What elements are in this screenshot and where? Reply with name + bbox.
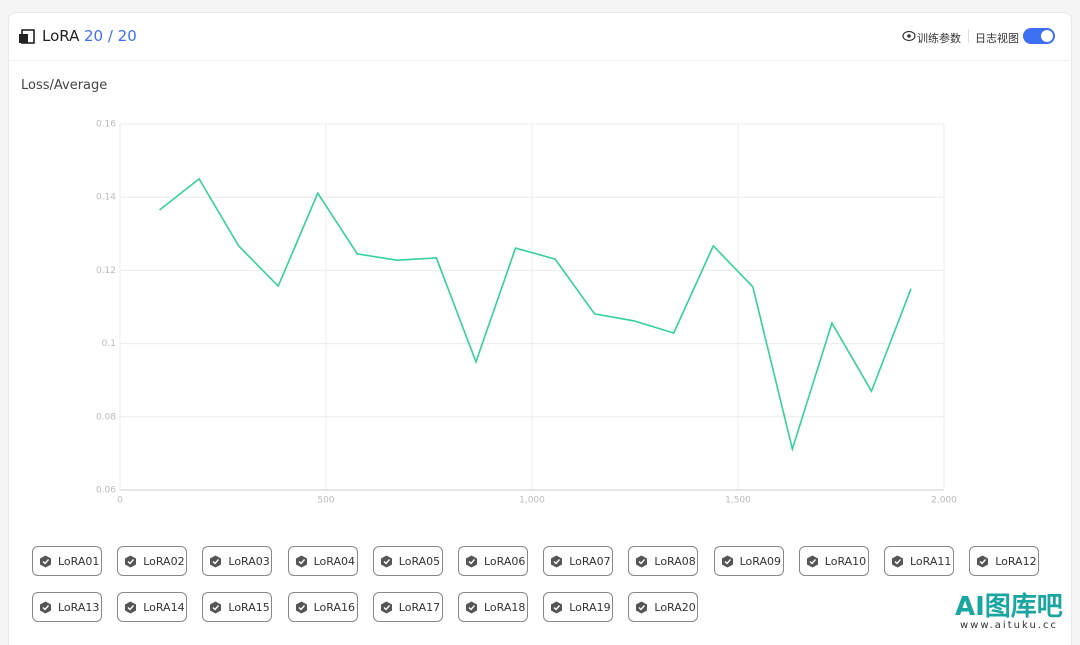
lora-chip[interactable]: LoRA17	[372, 592, 443, 622]
lora-chip[interactable]: LoRA05	[372, 546, 443, 576]
x-tick-label: 2,000	[931, 496, 957, 506]
chip-icon	[125, 601, 137, 613]
chip-label: LoRA01	[58, 554, 100, 568]
lora-chip[interactable]: LoRA18	[458, 592, 528, 622]
header-divider	[9, 60, 1069, 61]
lora-chip[interactable]: LoRA06	[458, 546, 528, 576]
lora-chip[interactable]: LoRA09	[713, 546, 784, 576]
chip-icon	[636, 601, 648, 613]
chip-label: LoRA09	[739, 554, 781, 568]
chip-label: LoRA03	[228, 554, 270, 568]
chip-icon	[636, 555, 648, 567]
loss-line	[159, 177, 912, 452]
eye-icon	[902, 30, 916, 42]
chip-icon	[551, 601, 563, 613]
chip-label: LoRA15	[228, 600, 270, 614]
chip-label: LoRA05	[398, 554, 441, 568]
lora-chip[interactable]: LoRA13	[32, 592, 102, 622]
chip-icon	[466, 601, 477, 613]
chip-label: LoRA19	[569, 600, 611, 614]
lora-chip[interactable]: LoRA16	[287, 592, 358, 622]
x-tick-label: 1,500	[725, 496, 751, 506]
card	[8, 12, 1072, 645]
toggle-knob	[1041, 30, 1053, 42]
chip-label: LoRA11	[910, 554, 952, 568]
y-tick-label: 0.14	[96, 193, 116, 203]
lora-chip[interactable]: LoRA03	[202, 546, 273, 576]
log-view-label: 日志视图	[975, 32, 1019, 45]
watermark-url: www.aituku.cc	[960, 620, 1058, 631]
chip-icon	[977, 555, 989, 567]
y-tick-label: 0.16	[96, 120, 116, 130]
header-title: LoRA	[42, 27, 80, 45]
log-view-toggle[interactable]	[1023, 28, 1055, 44]
chart-title: Loss/Average	[21, 78, 108, 93]
chip-icon	[892, 555, 903, 567]
chip-label: LoRA12	[995, 554, 1037, 568]
chip-label: LoRA10	[824, 554, 867, 568]
chip-label: LoRA06	[484, 554, 526, 568]
chip-icon	[551, 555, 563, 567]
chip-icon	[380, 601, 392, 613]
chip-icon	[466, 555, 477, 567]
lora-chip[interactable]: LoRA15	[202, 592, 273, 622]
chip-label: LoRA02	[143, 554, 185, 568]
chip-icon	[210, 601, 222, 613]
lora-chip[interactable]: LoRA12	[969, 546, 1040, 576]
lora-icon	[19, 29, 35, 44]
y-tick-label: 0.06	[96, 486, 116, 496]
chip-label: LoRA13	[58, 600, 100, 614]
chart: 0.06 0.08 0.1 0.12 0.14 0.16 0 500 1,000 1,500 2,0…	[96, 120, 957, 506]
lora-chip[interactable]: LoRA02	[117, 546, 188, 576]
chip-icon	[295, 601, 307, 613]
params-button[interactable]: 训练参数	[917, 32, 961, 45]
chip-label: LoRA08	[654, 554, 696, 568]
lora-chip[interactable]: LoRA08	[628, 546, 699, 576]
lora-chip[interactable]: LoRA07	[543, 546, 614, 576]
chip-label: LoRA18	[484, 600, 526, 614]
chip-icon	[721, 555, 733, 567]
watermark: AI图库吧	[955, 592, 1063, 622]
chip-icon	[210, 555, 222, 567]
lora-chip[interactable]: LoRA20	[628, 592, 699, 622]
lora-chip[interactable]: LoRA11	[884, 546, 954, 576]
chip-label: LoRA20	[654, 600, 696, 614]
y-tick-label: 0.12	[96, 266, 116, 276]
chip-icon	[40, 555, 51, 567]
separator	[968, 29, 969, 43]
x-tick-label: 0	[117, 496, 123, 506]
lora-chip[interactable]: LoRA01	[32, 546, 102, 576]
chip-label: LoRA04	[313, 554, 355, 568]
chip-icon	[295, 555, 307, 567]
chip-icon	[125, 555, 137, 567]
y-tick-label: 0.1	[102, 339, 116, 349]
chip-label: LoRA14	[143, 600, 185, 614]
chip-label: LoRA07	[569, 554, 611, 568]
x-tick-label: 1,000	[519, 496, 545, 506]
lora-chip[interactable]: LoRA14	[117, 592, 188, 622]
lora-chip[interactable]: LoRA19	[543, 592, 614, 622]
chip-icon	[380, 555, 392, 567]
chip-label: LoRA17	[398, 600, 441, 614]
chip-label: LoRA16	[313, 600, 355, 614]
chip-icon	[40, 601, 51, 613]
x-tick-label: 500	[317, 496, 334, 506]
header-count: 20 / 20	[84, 27, 137, 45]
lora-chip[interactable]: LoRA10	[798, 546, 869, 576]
y-tick-label: 0.08	[96, 412, 116, 422]
lora-chip[interactable]: LoRA04	[287, 546, 358, 576]
chip-icon	[806, 555, 818, 567]
